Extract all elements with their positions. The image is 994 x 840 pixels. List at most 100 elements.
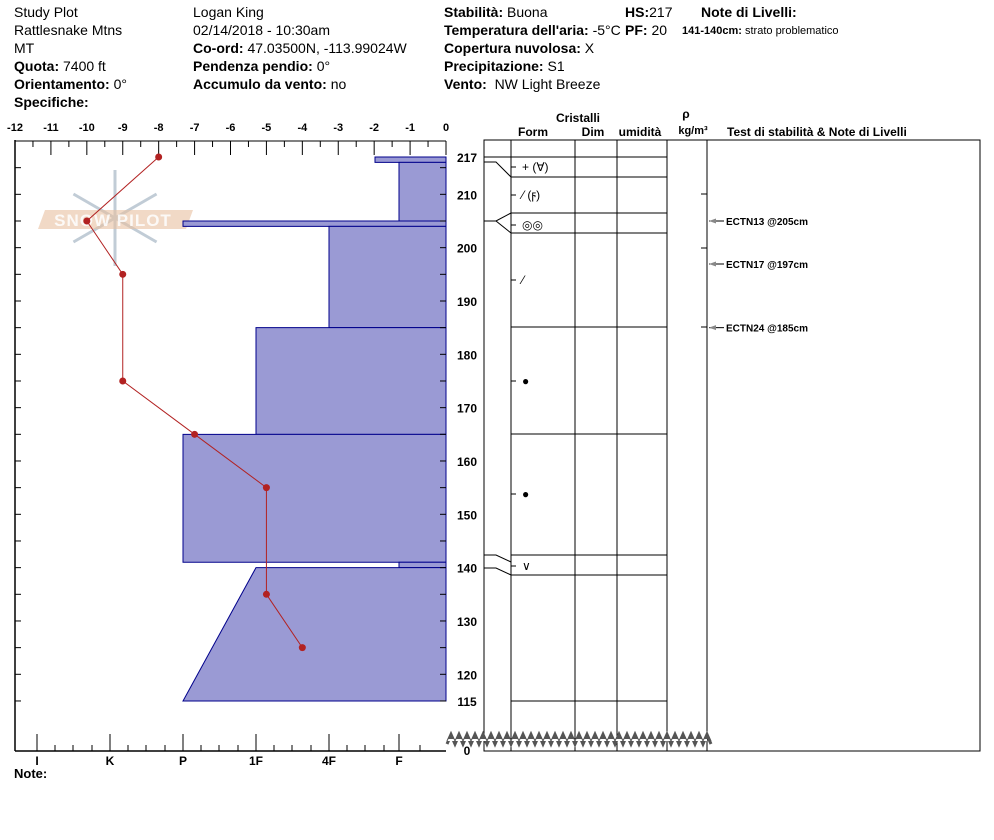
axis-break-zigzag — [445, 731, 713, 748]
grain-form-symbol: ● — [522, 487, 529, 501]
layer-notes-label: Note di Livelli: — [701, 4, 797, 20]
grain-form-symbol: ⁄ — [519, 273, 526, 287]
watermark-text: SNOW PILOT — [54, 211, 172, 230]
hardness-bar — [182, 567, 447, 702]
hardness-bar — [374, 156, 447, 163]
temperature-tick-label: -10 — [79, 122, 95, 134]
aspect-value: 0° — [113, 76, 127, 92]
note-label: Note: — [14, 766, 48, 781]
location-name: Study Plot — [14, 4, 78, 20]
hardness-tick-label: 4F — [322, 754, 336, 768]
hardness-tick-label: P — [179, 754, 187, 768]
temperature-point — [262, 484, 270, 492]
location-state: MT — [14, 40, 35, 56]
table-frame — [483, 139, 981, 752]
depth-tick-label: 130 — [457, 615, 477, 629]
stability-value: Buona — [507, 4, 548, 20]
hardness-bar — [328, 225, 447, 329]
depth-tick-label: 150 — [457, 508, 477, 522]
aspect-label: Orientamento: — [14, 76, 110, 92]
grain-form-symbol: ⁄ (ϝ) — [519, 188, 540, 202]
cloud-cover: Copertura nuvolosa: X — [444, 39, 594, 57]
axis-break-zigzag-inner — [446, 730, 712, 743]
observer: Logan King — [193, 4, 264, 20]
dim-header: Dim — [582, 125, 605, 139]
hs-label: HS: — [625, 4, 650, 20]
hardness-bar — [255, 327, 447, 435]
air-temp-label: Temperatura dell'aria: — [444, 22, 589, 38]
test-arrow-head — [709, 218, 716, 224]
form-header: Form — [518, 125, 548, 139]
layer-note: 141-140cm: strato problematico — [682, 22, 839, 40]
hardness-tick-label: K — [106, 754, 115, 768]
temperature-tick-label: -1 — [405, 122, 415, 134]
datetime: 02/14/2018 - 10:30am — [193, 22, 330, 38]
temperature-tick-label: -6 — [226, 122, 236, 134]
temperature-point — [191, 430, 199, 438]
precip-label: Precipitazione: — [444, 58, 544, 74]
cloud-value: X — [584, 40, 595, 56]
hs-value: 217 — [649, 4, 673, 20]
pf-value: 20 — [651, 22, 668, 38]
temperature-point — [262, 590, 270, 598]
temperature-tick-label: 0 — [443, 122, 449, 134]
depth-tick-label: 210 — [457, 188, 477, 202]
coordinates: Co-ord: 47.03500N, -113.99024W — [193, 39, 407, 57]
depth-tick-label: 140 — [457, 562, 477, 576]
elevation: Quota: 7400 ft — [14, 57, 106, 75]
density-unit-header: kg/m³ — [678, 125, 708, 137]
location-range: Rattlesnake Mtns — [14, 22, 123, 38]
air-temp-value: -5°C — [592, 22, 621, 38]
precipitation: Precipitazione: S1 — [444, 57, 565, 75]
layer-connector-line — [484, 567, 512, 576]
stability-test-label: ECTN24 @185cm — [726, 324, 808, 335]
layer-connector-line — [484, 212, 512, 222]
wind-loading-value: no — [330, 76, 347, 92]
grain-form-symbol: ● — [522, 374, 529, 388]
aspect: Orientamento: 0° — [14, 75, 127, 93]
hardness-tick-label: I — [35, 754, 38, 768]
depth-tick-label: 200 — [457, 242, 477, 256]
depth-tick-label: 160 — [457, 455, 477, 469]
temperature-tick-label: -3 — [333, 122, 343, 134]
temperature-point — [155, 153, 163, 161]
temperature-point — [83, 217, 91, 225]
stability-test-label: ECTN17 @197cm — [726, 260, 808, 271]
wind-value: NW Light Breeze — [494, 76, 601, 92]
air-temperature: Temperatura dell'aria: -5°C — [444, 21, 621, 39]
depth-tick-label: 190 — [457, 295, 477, 309]
wind: Vento: NW Light Breeze — [444, 75, 600, 93]
temperature-tick-label: -7 — [190, 122, 200, 134]
elevation-value: 7400 ft — [63, 58, 106, 74]
temperature-point — [119, 377, 127, 385]
hardness-bar — [182, 220, 447, 227]
wind-label: Vento: — [444, 76, 487, 92]
depth-tick-label: 115 — [457, 695, 477, 709]
specifics-label: Specifiche: — [14, 94, 89, 110]
hardness-bar — [398, 561, 447, 569]
precip-value: S1 — [547, 58, 565, 74]
temperature-tick-label: -5 — [262, 122, 272, 134]
stability-tests-header: Test di stabilità & Note di Livelli — [727, 125, 907, 139]
wetness-header: umidità — [619, 125, 662, 139]
slope-label: Pendenza pendio: — [193, 58, 313, 74]
grain-form-symbol: ◎◎ — [522, 218, 543, 232]
wind-loading-label: Accumulo da vento: — [193, 76, 327, 92]
depth-tick-label: 180 — [457, 348, 477, 362]
grain-form-symbol: ∨ — [522, 559, 531, 573]
hardness-bar — [182, 433, 447, 563]
temperature-tick-label: -8 — [154, 122, 164, 134]
test-arrow-head — [709, 325, 716, 331]
grain-form-symbol: + (∀) — [522, 160, 549, 174]
test-arrow-head — [709, 261, 716, 267]
depth-tick-label: 170 — [457, 402, 477, 416]
temperature-tick-label: -11 — [43, 122, 58, 134]
depth-tick-label: 120 — [457, 668, 477, 682]
pf-label: PF: — [625, 22, 648, 38]
coord-label: Co-ord: — [193, 40, 244, 56]
profile-header: Study Plot Rattlesnake Mtns MT Quota: 74… — [0, 0, 994, 112]
hardness-tick-label: 1F — [249, 754, 263, 768]
temperature-point — [298, 644, 306, 652]
axis-break-gap — [447, 739, 707, 741]
